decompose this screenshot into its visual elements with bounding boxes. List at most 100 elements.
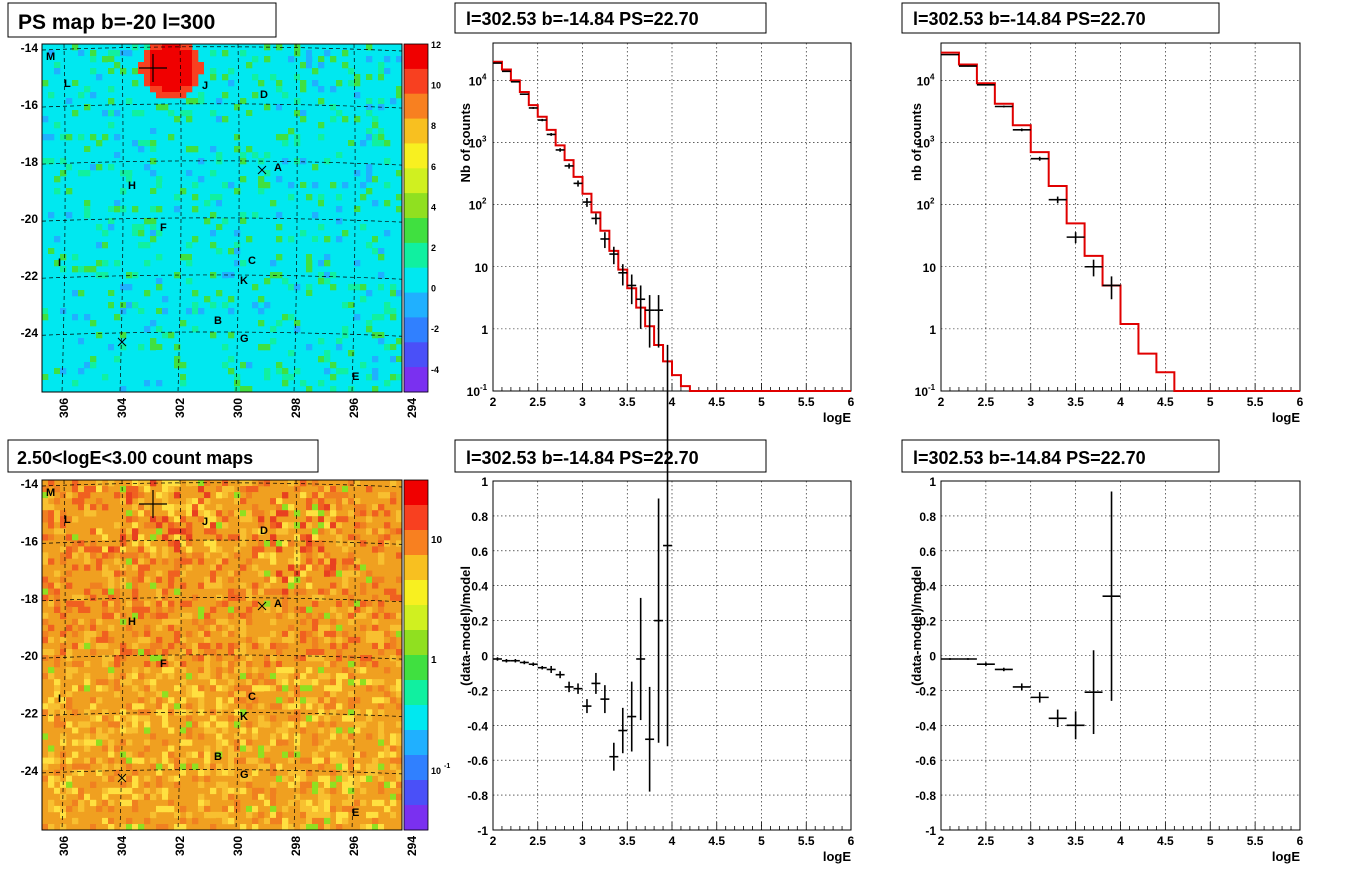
region-label: B: [214, 751, 222, 763]
map-cell: [180, 62, 187, 69]
map-cell: [342, 715, 349, 722]
map-cell: [330, 492, 337, 499]
map-cell: [330, 576, 337, 583]
map-cell: [54, 570, 61, 577]
colorbar-segment: [404, 379, 428, 393]
map-cell: [186, 374, 193, 381]
map-cell: [252, 787, 259, 795]
map-cell: [204, 661, 211, 668]
y-tick-label: 0.2: [919, 615, 936, 629]
map-cell: [222, 492, 229, 499]
map-cell: [306, 727, 313, 734]
map-cell: [156, 182, 163, 189]
map-cell: [132, 667, 139, 674]
map-cell: [324, 200, 331, 207]
map-cell: [168, 134, 175, 141]
map-cell: [282, 661, 289, 668]
map-cell: [42, 582, 49, 589]
map-cell: [318, 763, 325, 770]
map-cell: [294, 110, 301, 117]
map-cell: [138, 62, 145, 69]
map-cell: [198, 510, 205, 517]
map-cell: [240, 498, 247, 505]
map-cell: [180, 817, 187, 825]
map-cell: [360, 582, 367, 589]
map-cell: [216, 504, 223, 511]
map-cell: [342, 817, 349, 825]
map-cell: [72, 534, 79, 541]
colorbar-tick-label: 1: [431, 655, 437, 666]
map-cell: [126, 516, 133, 523]
map-cell: [324, 516, 331, 523]
map-cell: [330, 612, 337, 620]
map-cell: [102, 540, 109, 547]
map-cell: [96, 727, 103, 734]
data-point: [994, 105, 1013, 108]
map-cell: [186, 116, 193, 123]
map-cell: [84, 314, 91, 321]
map-cell: [138, 344, 145, 351]
map-cell: [270, 781, 277, 788]
map-cell: [132, 492, 139, 499]
map-cell: [288, 582, 295, 589]
map-cell: [390, 757, 397, 764]
map-cell: [228, 793, 235, 801]
map-cell: [282, 733, 289, 740]
map-cell: [108, 296, 115, 303]
map-cell: [378, 254, 385, 261]
map-cell: [258, 80, 265, 87]
map-cell: [108, 763, 115, 770]
map-cell: [48, 504, 55, 511]
map-cell: [294, 50, 301, 57]
map-cell: [126, 757, 133, 764]
map-cell: [156, 44, 163, 51]
map-cell: [234, 739, 241, 746]
map-cell: [102, 793, 109, 801]
map-cell: [216, 588, 223, 595]
map-cell: [96, 272, 103, 279]
map-cell: [240, 685, 247, 692]
map-cell: [72, 200, 79, 207]
map-cell: [78, 576, 85, 583]
map-cell: [234, 757, 241, 764]
map-cell: [60, 546, 67, 553]
map-cell: [294, 98, 301, 105]
map-cell: [306, 630, 313, 638]
map-cell: [240, 516, 247, 523]
map-cell: [114, 679, 121, 686]
map-cell: [378, 546, 385, 553]
map-cell: [336, 546, 343, 553]
map-cell: [294, 793, 301, 801]
map-cell: [366, 733, 373, 740]
map-cell: [186, 308, 193, 315]
map-cell: [384, 290, 391, 297]
map-cell: [156, 74, 163, 81]
map-cell: [234, 606, 241, 613]
map-cell: [378, 338, 385, 345]
region-label: J: [202, 80, 208, 92]
map-cell: [366, 709, 373, 716]
map-cell: [42, 368, 49, 375]
map-cell: [108, 721, 115, 728]
map-cell: [240, 104, 247, 111]
map-cell: [342, 158, 349, 165]
map-cell: [174, 362, 181, 369]
map-cell: [348, 655, 355, 662]
region-label: M: [46, 51, 55, 63]
data-point: [958, 65, 977, 67]
map-cell: [48, 624, 55, 632]
map-cell: [96, 769, 103, 776]
map-cell: [66, 212, 73, 219]
map-cell: [288, 338, 295, 345]
map-cell: [348, 68, 355, 75]
map-cell: [72, 486, 79, 493]
map-cell: [354, 775, 361, 782]
map-cell: [150, 679, 157, 686]
map-cell: [330, 588, 337, 595]
map-cell: [312, 787, 319, 795]
map-cell: [174, 636, 181, 644]
data-point: [546, 133, 556, 136]
map-cell: [174, 618, 181, 626]
map-cell: [180, 763, 187, 770]
map-cell: [90, 715, 97, 722]
